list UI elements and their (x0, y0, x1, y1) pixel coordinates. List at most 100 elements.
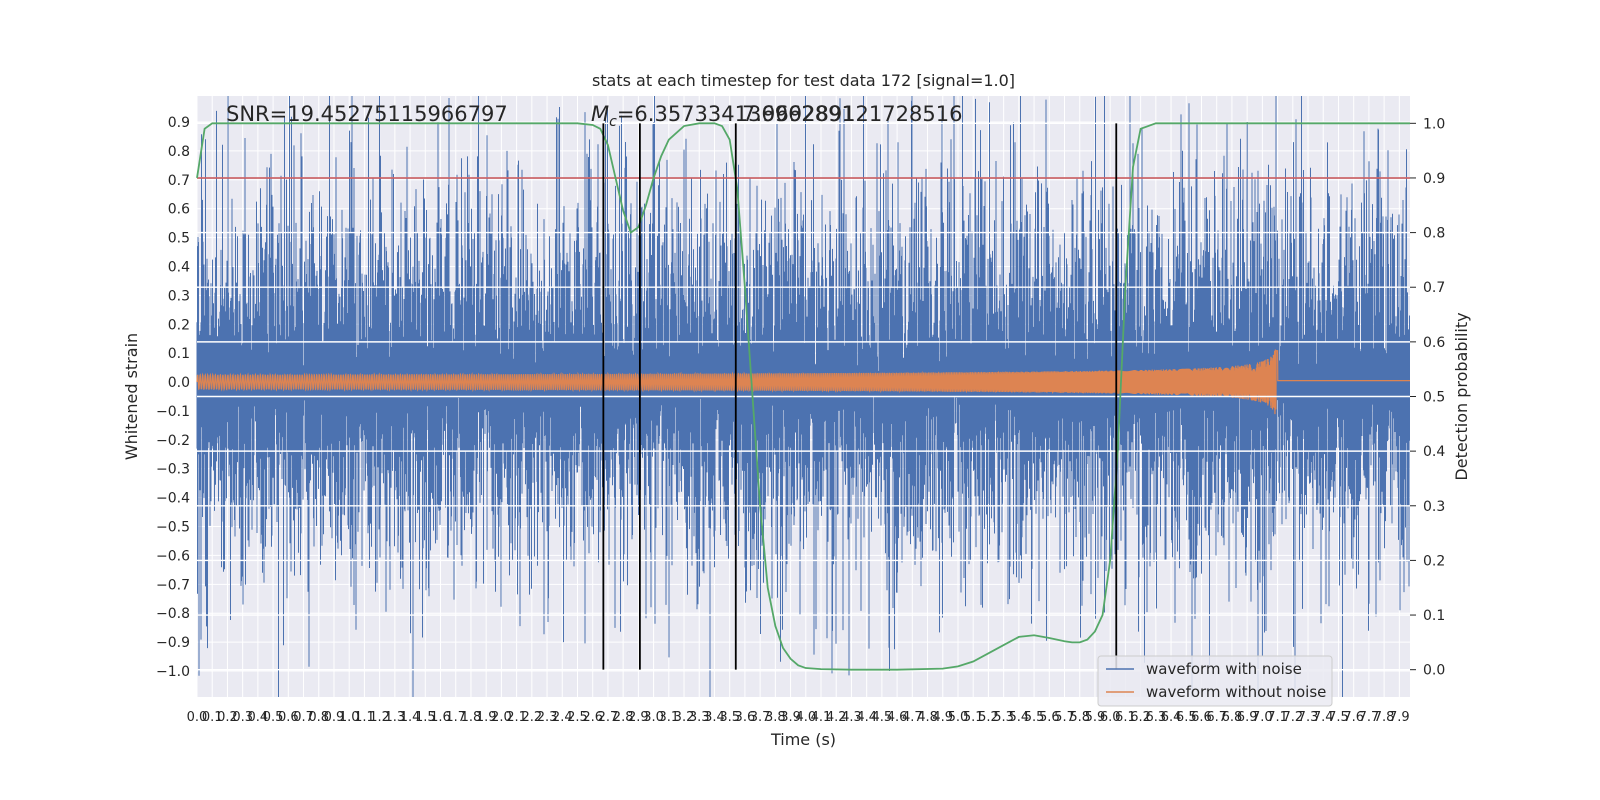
left-y-tick-label: 0.4 (168, 259, 190, 275)
left-y-tick-label: −0.6 (156, 548, 190, 564)
right-y-axis-label: Detection probability (1452, 312, 1471, 480)
x-tick-label: 0.8 (308, 710, 329, 725)
x-tick-label: 7.4 (1313, 710, 1334, 725)
x-tick-label: 3.5 (719, 710, 740, 725)
right-y-tick-label: 0.7 (1423, 280, 1445, 296)
chirp-mass-annotation: Mc=6.357334136962891 (591, 102, 855, 130)
x-tick-label: 4.8 (917, 710, 938, 725)
x-tick-label: 2.7 (598, 710, 619, 725)
left-y-tick-label: 0.1 (168, 346, 190, 362)
x-tick-label: 4.2 (826, 710, 847, 725)
x-tick-label: 1.3 (385, 710, 406, 725)
right-y-tick-label: 0.8 (1423, 226, 1445, 242)
right-y-tick-label: 0.4 (1423, 444, 1445, 460)
x-tick-label: 2.8 (613, 710, 634, 725)
right-y-tick-label: 0.2 (1423, 553, 1445, 569)
x-tick-label: 2.3 (537, 710, 558, 725)
x-tick-label: 6.3 (1145, 710, 1166, 725)
x-tick-label: 5.6 (1039, 710, 1060, 725)
left-y-tick-label: −0.4 (156, 491, 190, 507)
x-tick-label: 7.1 (1267, 710, 1288, 725)
chirp-mass-overlap-annotation: 7.969289121728516 (742, 102, 962, 126)
snr-annotation: SNR=19.45275115966797 (226, 102, 508, 126)
x-tick-label: 7.5 (1328, 710, 1349, 725)
series-detection-probability (196, 122, 1410, 671)
x-tick-label: 5.1 (963, 710, 984, 725)
x-tick-label: 0.2 (217, 710, 238, 725)
right-y-tick-label: 0.3 (1423, 499, 1445, 515)
x-tick-label: 5.0 (948, 710, 969, 725)
legend: waveform with noise waveform without noi… (1097, 655, 1333, 707)
left-y-axis-label: Whitened strain (122, 333, 141, 460)
x-tick-label: 2.9 (628, 710, 649, 725)
x-tick-label: 0.3 (232, 710, 253, 725)
x-tick-label: 3.0 (643, 710, 664, 725)
x-tick-label: 3.1 (658, 710, 679, 725)
left-y-tick-label: 0.3 (168, 288, 190, 304)
x-tick-label: 4.5 (872, 710, 893, 725)
x-tick-label: 7.8 (1374, 710, 1395, 725)
x-tick-label: 5.9 (1085, 710, 1106, 725)
x-axis-label: Time (s) (770, 730, 836, 749)
x-tick-label: 0.5 (263, 710, 284, 725)
left-y-tick-label: −0.3 (156, 462, 190, 478)
x-tick-label: 6.6 (1191, 710, 1212, 725)
x-tick-label: 4.3 (841, 710, 862, 725)
x-tick-label: 6.4 (1161, 710, 1182, 725)
x-tick-label: 4.7 (902, 710, 923, 725)
x-tick-label: 1.5 (415, 710, 436, 725)
x-tick-label: 3.6 (735, 710, 756, 725)
x-tick-label: 7.9 (1389, 710, 1410, 725)
legend-label-waveform-with-noise: waveform with noise (1146, 660, 1302, 678)
vertical-marker-lines (602, 123, 1118, 670)
x-tick-label: 1.8 (461, 710, 482, 725)
x-tick-label: 6.9 (1237, 710, 1258, 725)
right-y-tick-label: 0.0 (1423, 663, 1445, 679)
x-tick-label: 7.6 (1343, 710, 1364, 725)
x-tick-label: 7.7 (1359, 710, 1380, 725)
x-tick-label: 0.0 (187, 710, 208, 725)
x-tick-label: 1.4 (400, 710, 421, 725)
x-tick-label: 7.2 (1282, 710, 1303, 725)
x-tick-label: 1.0 (339, 710, 360, 725)
x-tick-label: 4.4 (856, 710, 877, 725)
left-y-tick-label: −0.7 (156, 577, 190, 593)
x-tick-label: 2.1 (506, 710, 527, 725)
x-tick-label: 3.3 (689, 710, 710, 725)
x-tick-label: 3.4 (704, 710, 725, 725)
right-y-tick-labels: 0.0 0.1 0.2 0.3 0.4 0.5 0.6 0.7 0.8 0.9 1.0 (1410, 116, 1445, 679)
x-tick-labels: 0.00.10.20.30.40.50.60.70.80.91.01.11.21… (187, 710, 1410, 725)
left-y-tick-label: 0.9 (168, 115, 190, 131)
left-y-tick-label: 0.0 (168, 375, 190, 391)
chart-title: stats at each timestep for test data 172… (592, 71, 1015, 90)
left-y-tick-label: −1.0 (156, 664, 190, 680)
waveform-without-noise-line (196, 349, 1410, 415)
x-tick-label: 1.7 (445, 710, 466, 725)
x-tick-label: 5.3 (993, 710, 1014, 725)
x-tick-label: 0.9 (324, 710, 345, 725)
x-tick-label: 5.4 (1009, 710, 1030, 725)
x-tick-label: 5.8 (1069, 710, 1090, 725)
x-tick-label: 3.7 (750, 710, 771, 725)
left-y-tick-labels: −1.0 −0.9 −0.8 −0.7 −0.6 −0.5 −0.4 −0.3 −0.2 −0.1… (156, 115, 190, 680)
right-y-tick-label: 0.1 (1423, 608, 1445, 624)
x-tick-label: 1.1 (354, 710, 375, 725)
x-tick-label: 7.3 (1298, 710, 1319, 725)
x-tick-label: 0.4 (248, 710, 269, 725)
x-tick-label: 4.6 (887, 710, 908, 725)
x-tick-label: 2.6 (582, 710, 603, 725)
series-waveform-without-noise (196, 349, 1410, 415)
x-tick-label: 3.2 (674, 710, 695, 725)
x-tick-label: 0.1 (202, 710, 223, 725)
x-tick-label: 2.2 (521, 710, 542, 725)
right-y-tick-label: 0.5 (1423, 390, 1445, 406)
legend-label-waveform-without-noise: waveform without noise (1146, 683, 1326, 701)
x-tick-label: 7.0 (1252, 710, 1273, 725)
right-y-tick-label: 0.6 (1423, 335, 1445, 351)
x-tick-label: 2.4 (552, 710, 573, 725)
left-y-tick-label: −0.9 (156, 635, 190, 651)
detection-probability-line (196, 122, 1410, 671)
x-tick-label: 5.5 (1024, 710, 1045, 725)
x-tick-label: 6.1 (1115, 710, 1136, 725)
